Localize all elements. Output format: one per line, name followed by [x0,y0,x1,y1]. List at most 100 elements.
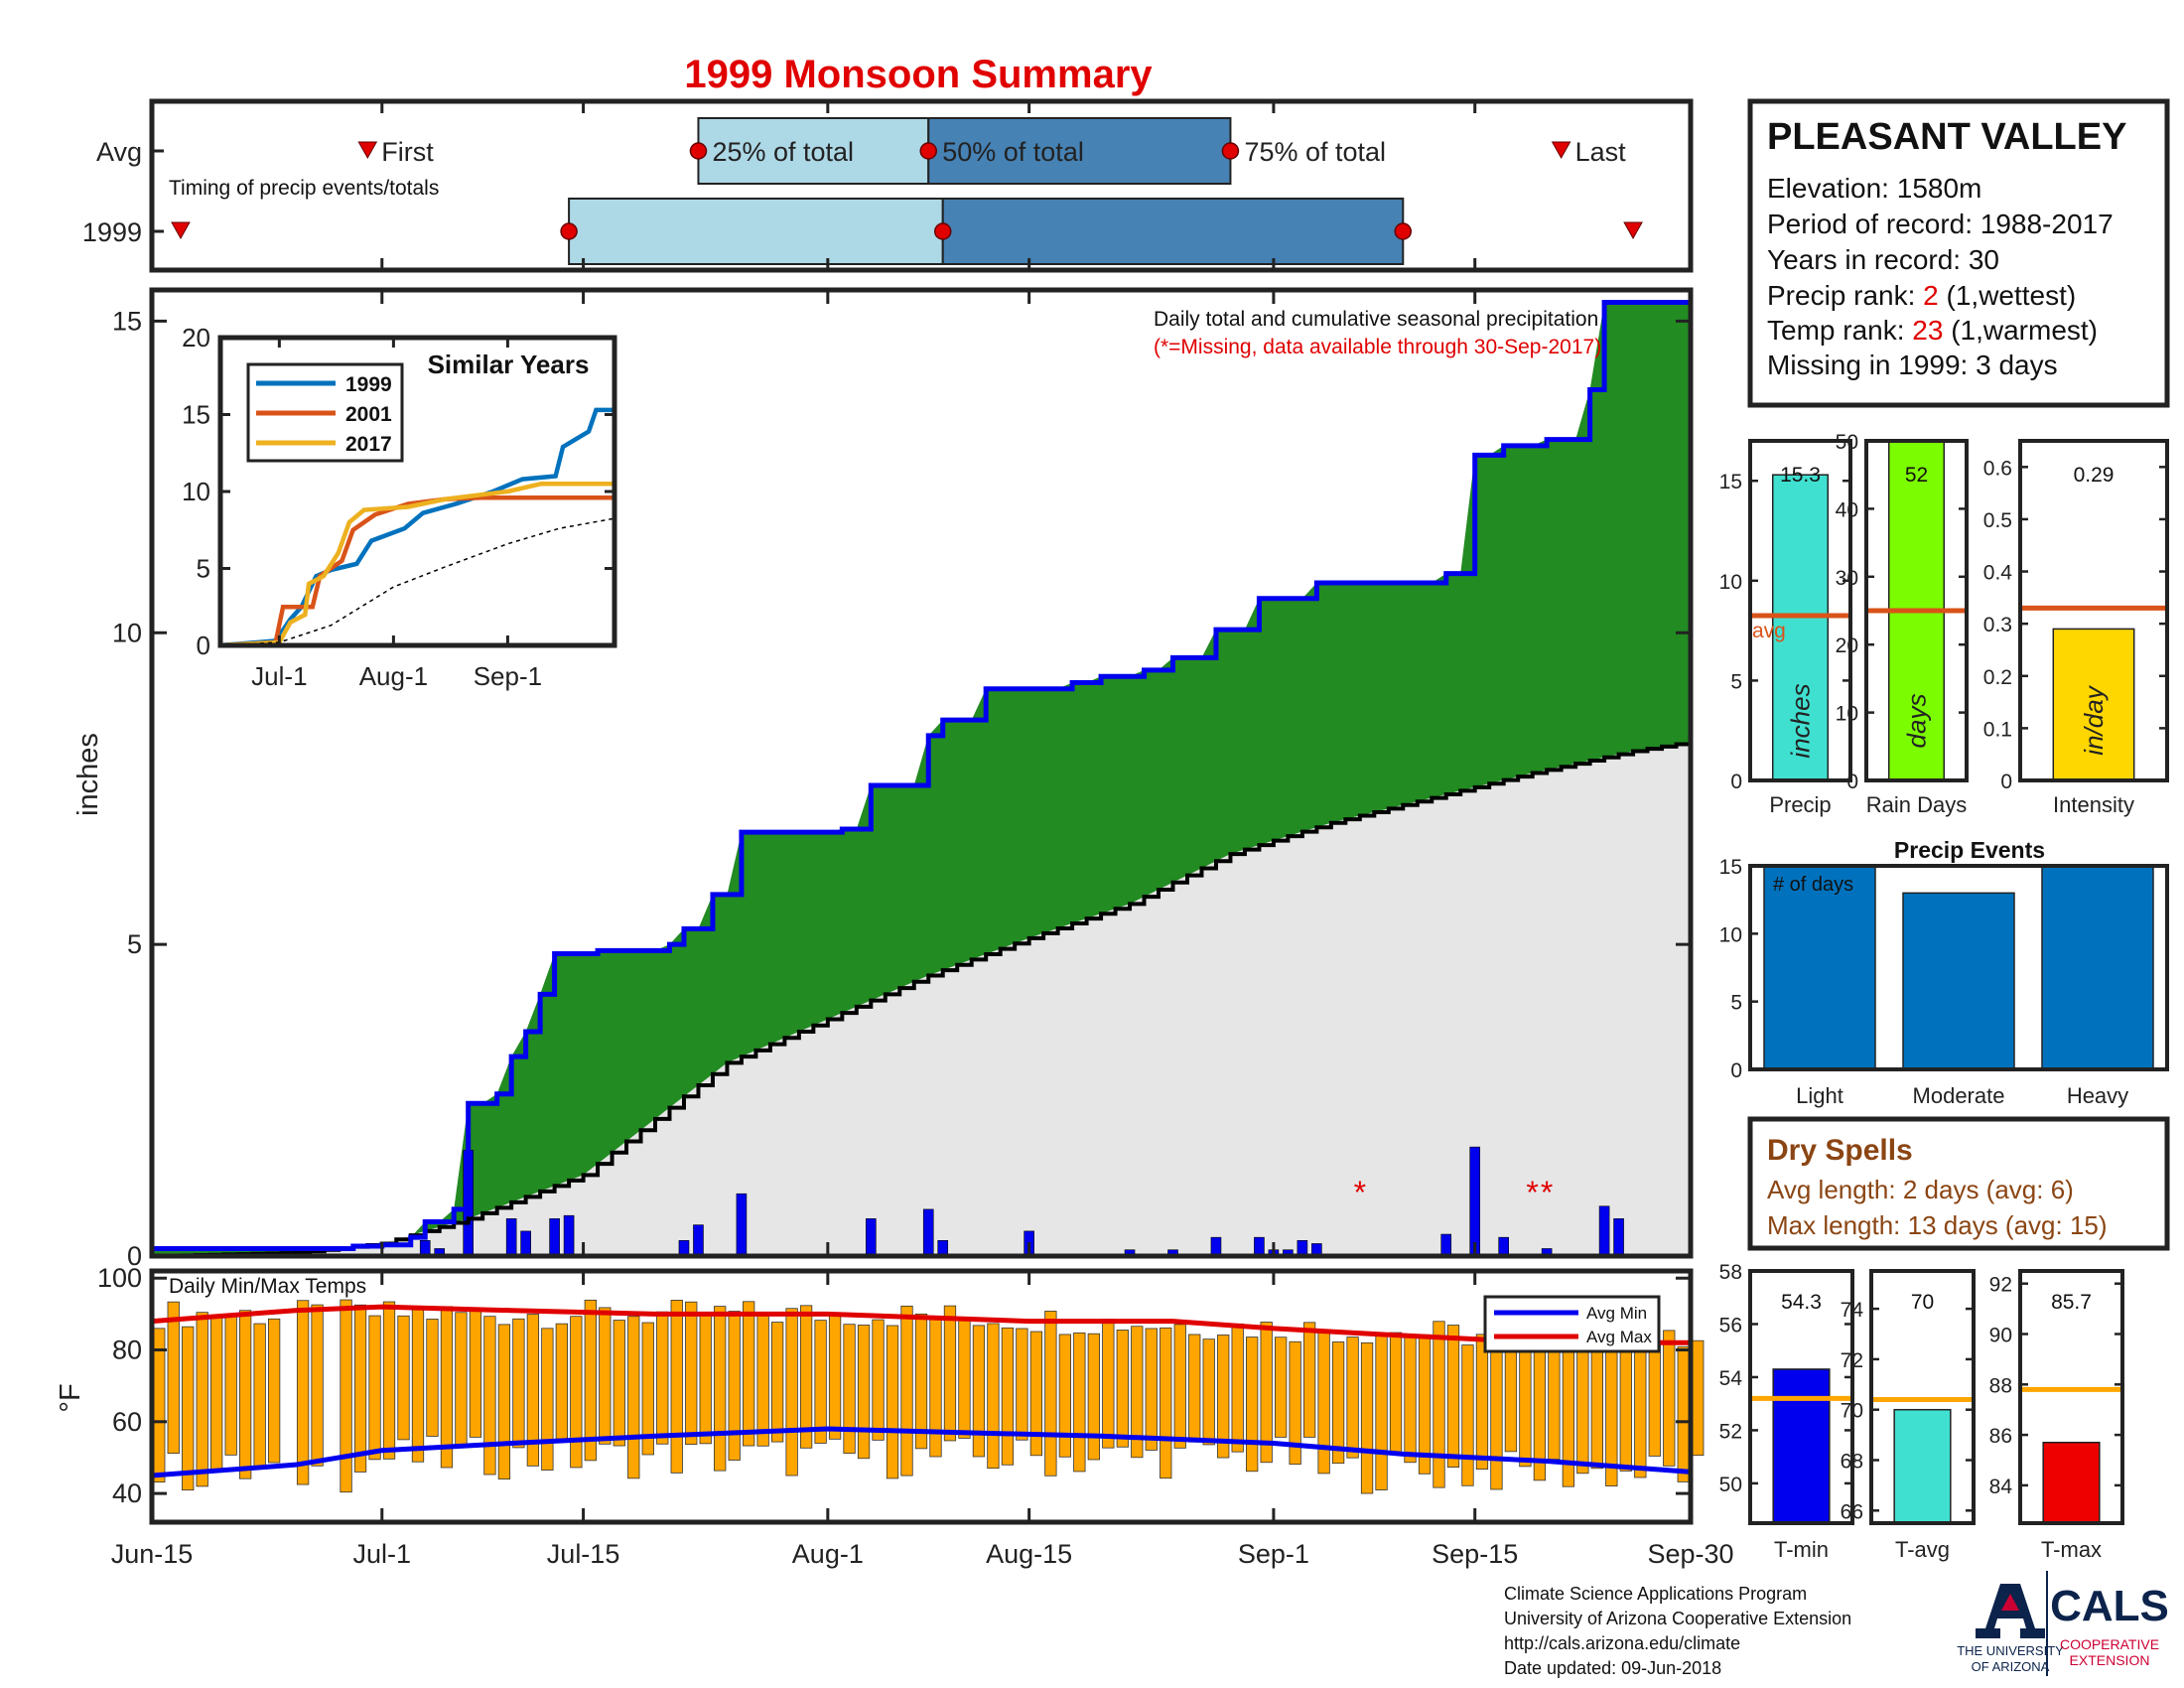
temp-summary-ytick-label-2-1: 86 [1989,1425,2012,1448]
temp-bar-0 [153,1328,166,1483]
timing-marker-last-year [1623,221,1643,240]
precip-rank-value: 2 [1923,280,1939,311]
daily-precip-bar-23 [1469,1146,1481,1257]
events-note: # of days [1773,874,1853,896]
temp-bar-56 [958,1317,971,1439]
temp-bar-80 [1302,1322,1316,1438]
station-frame [1747,98,2170,408]
timing-marker-last-avg [1551,141,1571,160]
daily-precip-bar-24 [1498,1236,1509,1257]
inset-ytick-label-4: 20 [182,323,210,352]
temp-bar-25 [512,1318,525,1449]
temp-bar-46 [814,1320,827,1444]
timing-bars: First Last 25% of total 50% of total 75% of … [171,117,1643,265]
temp-bar-38 [699,1314,712,1445]
precip-summary-axis-label-1: Rain Days [1866,792,1967,817]
temp-summary-ytick-label-1-0: 66 [1841,1500,1863,1523]
ua-a-inner [2001,1594,2019,1611]
temp-summary-ytick-label-2-4: 92 [1989,1274,2012,1297]
precip-summary-bar-2 [2052,628,2135,781]
inset-series-line-2017 [219,482,614,648]
precip-excess-fill [152,302,1691,1257]
temp-bar-27 [541,1328,554,1471]
temp-ytick-label-3: 100 [97,1263,142,1293]
temp-bar-65 [1087,1333,1100,1461]
daily-precip-bar-10 [865,1218,877,1257]
temp-bar-73 [1202,1338,1215,1446]
temp-bar-63 [1058,1334,1072,1458]
timing-panel: First Last 25% of total 50% of total 75% of … [82,98,1694,273]
precip-summary-ytick-label-1-2: 20 [1836,634,1858,657]
timing-marker-p25-year [560,222,578,240]
temp-summary-ytick-label-2-0: 84 [1989,1476,2013,1498]
ua-logo: THE UNIVERSITY OF ARIZONA [1957,1584,2064,1674]
temp-bar-89 [1433,1321,1445,1488]
temp-bar-13 [340,1299,352,1493]
precip-plot-layer: * * * [152,300,1693,1258]
station-years: Years in record: 30 [1767,244,1999,275]
events-bar-2 [2041,865,2154,1070]
temp-bar-71 [1173,1324,1186,1449]
temp-bar-75 [1231,1323,1244,1453]
timing-label-25: 25% of total [712,137,854,167]
precip-summary-ytick-label-2-6: 0.6 [1983,457,2012,480]
temp-bar-91 [1461,1344,1474,1486]
temp-summary-bar-1 [1893,1408,1952,1524]
daily-precip-bar-4 [520,1230,531,1257]
temp-bar-7 [253,1323,266,1470]
timing-bar-50-75-avg [927,117,1232,185]
page-title: 1999 Monsoon Summary [684,53,1153,96]
precip-summary-ytick-label-2-5: 0.5 [1983,509,2012,532]
events-ytick-label-1: 5 [1730,992,1742,1015]
temp-summary-bar-2 [2042,1441,2101,1524]
inset-plot-layer: 0 5 10 15 20 Jul-1 Aug-1 Sep-1 [182,323,615,691]
precip-ytick-label-2: 10 [112,618,142,647]
temp-bar-107 [1692,1339,1705,1457]
footer-line-4: Date updated: 09-Jun-2018 [1504,1658,1721,1678]
events-category-label-2: Heavy [2067,1083,2128,1108]
temp-bar-34 [641,1322,654,1456]
temp-summary-ytick-label-0-1: 52 [1719,1420,1742,1443]
inset-xtick-label-0: Jul-1 [251,661,307,691]
temp-bar-82 [1331,1341,1345,1465]
cumulative-1999-line [152,300,1691,1251]
temp-summary-ytick-label-0-2: 54 [1719,1367,1743,1390]
temp-ytick-label-0: 40 [112,1478,142,1508]
precip-summary-avg-label-0: avg [1752,620,1786,642]
temp-bar-79 [1289,1340,1301,1466]
inset-ytick-label-3: 15 [182,400,210,430]
footer-line-3: http://cals.arizona.edu/climate [1504,1633,1740,1653]
temp-xtick-label-7: Sep-30 [1647,1539,1733,1569]
temp-xtick-label-1: Jul-1 [353,1539,412,1569]
temp-bar-10 [296,1300,310,1485]
precip-summary-axis-label-0: Precip [1769,792,1831,817]
ua-logo-line-2: OF ARIZONA [1972,1659,2050,1674]
precip-summary-ytick-label-2-2: 0.2 [1983,666,2012,689]
temp-xtick-label-3: Aug-1 [792,1539,864,1569]
precip-ylabel: inches [72,733,104,816]
temp-bar-49 [857,1325,871,1460]
temp-bar-77 [1260,1322,1273,1464]
temp-bar-16 [382,1301,396,1460]
daily-precip-bar-11 [922,1208,934,1257]
temp-bar-1 [167,1301,180,1455]
temp-summary-ytick-label-1-4: 74 [1841,1299,1864,1322]
temp-bar-31 [599,1307,612,1445]
footer-line-1: Climate Science Applications Program [1504,1584,1807,1604]
temp-bar-32 [613,1320,625,1447]
temp-bar-18 [411,1309,425,1463]
missing-data-marker-2: * [1541,1175,1553,1210]
station-missing: Missing in 1999: 3 days [1767,350,2058,380]
temp-bar-67 [1116,1330,1129,1448]
timing-subtitle: Timing of precip events/totals [169,177,439,200]
temp-bar-105 [1663,1330,1676,1467]
cals-logo: CALS COOPERATIVE EXTENSION [2050,1582,2169,1668]
temp-bar-84 [1360,1341,1374,1494]
precip-rank-prefix: Precip rank: [1767,280,1923,311]
timing-row-label-year: 1999 [82,217,142,247]
temp-summary-frame-1 [1869,1269,1976,1525]
dry-spells-frame [1747,1116,2170,1251]
station-elevation: Elevation: 1580m [1767,173,1981,204]
precip-annotation: Daily total and cumulative seasonal prec… [1154,308,1598,331]
